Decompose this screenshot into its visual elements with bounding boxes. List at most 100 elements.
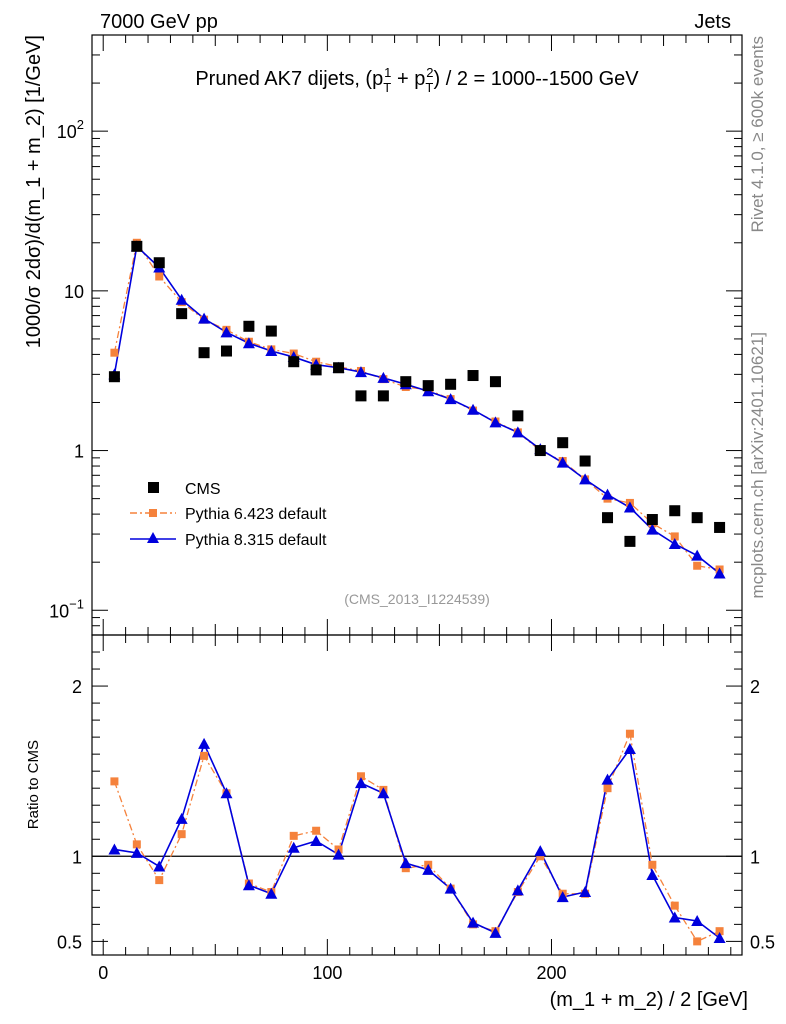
pythia6-ratio-point [155,876,164,885]
cms-data-point [445,378,457,390]
pythia6-ratio-point [132,840,141,849]
main-ytick-label: 102 [57,117,84,142]
pythia8-main-point [623,501,636,513]
pythia8-ratio-point [242,879,255,891]
pythia8-ratio-point [467,916,480,928]
legend-label-cms: CMS [185,481,221,498]
ratio-panel: 0.5 0.5 1 1 2 2 0 100 200 Ratio to CMS (m_1 + m_… [25,634,775,1011]
pythia8-main-point [556,456,569,468]
pythia8-main-point [668,537,681,549]
cms-data-point [131,240,143,252]
pythia8-main-point [467,403,480,415]
ratio-ytick-label-left: 2 [72,677,82,697]
pythia8-ratio-point [691,914,704,926]
title-part-2: + p [391,68,425,90]
pythia8-ratio-point [265,887,278,899]
ratio-xtick-label: 200 [536,963,566,983]
header-left: 7000 GeV pp [100,11,218,33]
pythia8-ratio-point [198,737,211,749]
cms-data-point [422,380,434,392]
legend: CMS Pythia 6.423 default Pythia 8.315 de… [130,481,327,549]
main-ytick-label-base: 10 [64,282,84,302]
title-sub-1: T [383,80,391,95]
pythia8-ratio-point [354,777,367,789]
pythia8-ratio-point [444,882,457,894]
cms-data-point [198,347,210,359]
main-title: Pruned AK7 dijets, (pT1 + pT2) / 2 = 100… [195,65,639,95]
pythia8-main-point [511,426,524,438]
ratio-ytick-label-right: 0.5 [750,932,775,952]
main-ytick-label: 10−1 [49,596,84,621]
pythia8-ratio-line [114,741,721,939]
title-part-3: ) / 2 = 1000--1500 GeV [434,68,640,90]
title-part-1: Pruned AK7 dijets, (p [195,68,383,90]
pythia8-main-point [354,366,367,378]
cms-data-point [489,376,501,388]
ratio-xlabel: (m_1 + m_2) / 2 [GeV] [550,989,748,1011]
pythia8-main-point [265,345,278,357]
pythia8-main-point [601,488,614,500]
pythia8-main-point [444,393,457,405]
pythia8-ratio-point [220,787,233,799]
main-ytick-label-exponent: −1 [69,596,84,611]
cms-data-point [243,320,255,332]
cms-data-point [579,455,591,467]
main-ytick-label: 1 [74,442,84,462]
legend-marker-pythia6 [149,509,157,517]
main-ytick-label-base: 10 [49,601,69,621]
pythia8-main-point [579,473,592,485]
cms-data-point [400,376,412,388]
pythia8-ratio-point [623,743,636,755]
main-series-layer [108,238,726,579]
main-ytick-label: 10 [64,282,84,302]
title-sub-2: T [425,80,433,95]
pythia8-ratio-point [130,846,143,858]
main-ytick-label-base: 1 [74,442,84,462]
cms-data-point [153,257,165,269]
cms-data-point [333,362,345,374]
pythia6-ratio-point [312,826,321,835]
pythia8-ratio-point [646,869,659,880]
pythia8-ratio-point [153,860,166,872]
pythia8-ratio-point [668,911,681,923]
pythia8-ratio-point [713,931,726,943]
pythia8-ratio-point [489,926,502,938]
ratio-ylabel: Ratio to CMS [25,740,42,829]
pythia8-ratio-point [601,773,614,785]
pythia6-ratio-point [289,831,298,840]
pythia6-main-point [155,272,164,281]
pythia8-ratio-point [377,787,390,799]
legend-marker-pythia8 [147,532,159,543]
cms-data-point [624,535,636,547]
cms-data-point [176,308,188,320]
pythia6-ratio-point [625,729,634,738]
pythia8-main-point [691,549,704,561]
pythia8-ratio-point [332,848,345,860]
pythia8-main-point [646,523,659,535]
pythia6-ratio-point [200,751,209,760]
cms-data-point [602,512,614,524]
pythia8-ratio-point [511,884,524,896]
main-ytick-label-exponent: 2 [77,117,84,132]
pythia6-ratio-point [401,864,410,873]
ratio-ytick-label-right: 1 [750,847,760,867]
pythia8-main-point [242,337,255,349]
cms-data-point [220,345,232,357]
cms-data-point [512,410,524,422]
pythia8-ratio-point [287,841,300,853]
pythia6-ratio-point [603,784,612,793]
pythia6-ratio-point [715,927,724,936]
ratio-ytick-label-left: 0.5 [57,932,82,952]
pythia6-main-point [693,561,702,570]
ratio-ytick-label-left: 1 [72,847,82,867]
pythia6-ratio-point [670,901,679,910]
pythia6-ratio-point [356,772,365,781]
reference-label: (CMS_2013_I1224539) [344,591,490,607]
header-right: Jets [694,11,731,33]
pythia6-ratio-point [693,937,702,946]
ratio-xtick-label: 0 [98,963,108,983]
cms-data-point [467,370,479,382]
cms-data-point [310,364,322,376]
pythia6-ratio-point [177,830,186,839]
